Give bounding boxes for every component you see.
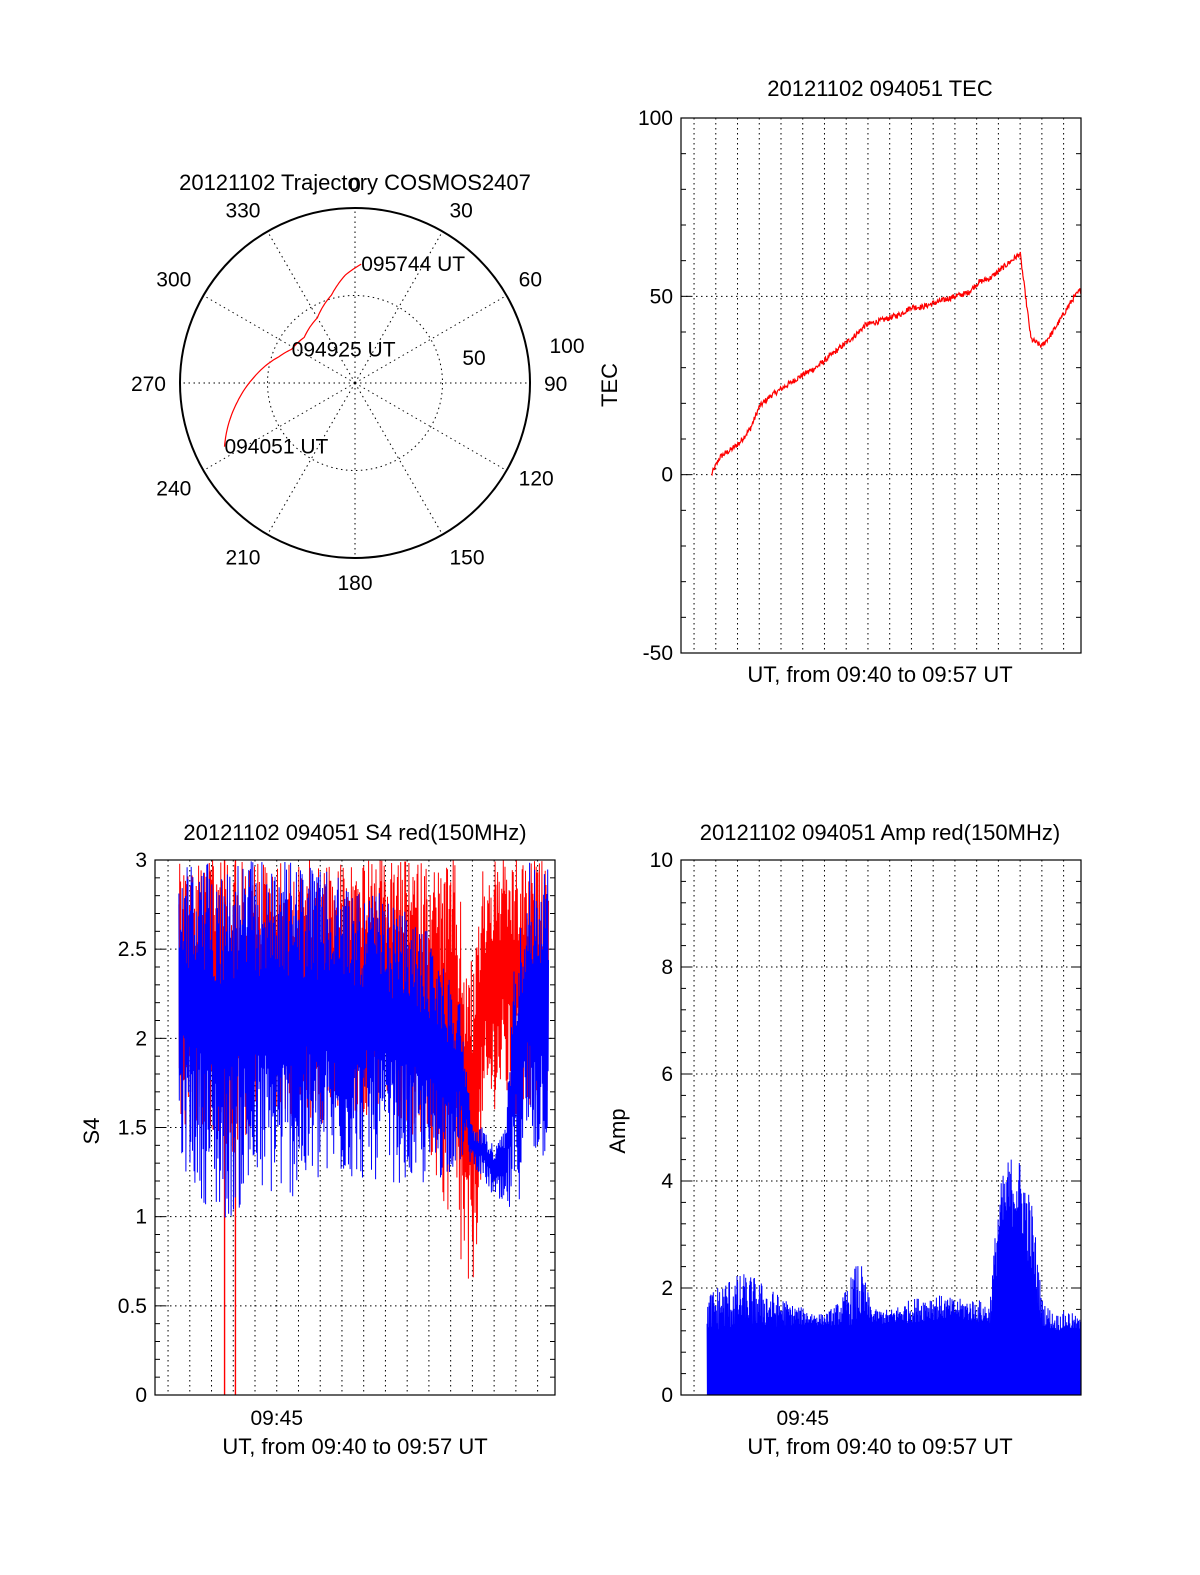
amp-panel: 20121102 094051 Amp red(150MHz) 02468100…: [605, 820, 1082, 1459]
x-tick-label: 09:45: [250, 1407, 303, 1430]
polar-angle-label: 90: [544, 373, 567, 396]
amp-series: [706, 1159, 1082, 1396]
amp-frame: [680, 859, 1082, 1396]
amp-x-axis-label: UT, from 09:40 to 09:57 UT: [747, 1434, 1012, 1459]
polar-angle-label: 30: [450, 199, 473, 222]
trajectory-polar-panel: 20121102 Trajectory COSMOS2407 0 30 60 90 12…: [131, 170, 585, 595]
s4-x-axis-label: UT, from 09:40 to 09:57 UT: [222, 1434, 487, 1459]
tec-line: [710, 251, 1082, 477]
tec-grid: [681, 117, 1081, 654]
polar-angle-label: 300: [156, 269, 191, 292]
polar-angle-labels: 0 30 60 90 120 150 180 210 240 270 300 330: [131, 174, 567, 595]
polar-spoke: [354, 231, 443, 384]
y-tick-label: 1.5: [118, 1117, 147, 1140]
amp-tick-labels: 0 2 4 6 8 10 09:45: [650, 849, 829, 1430]
amp-y-axis-label: Amp: [605, 1108, 630, 1153]
polar-angle-label: 0: [349, 174, 361, 197]
y-tick-label: 0: [661, 1384, 673, 1407]
y-tick-label: 0: [661, 464, 673, 487]
polar-angle-label: 210: [225, 547, 260, 570]
s4-blue-trace: [178, 861, 549, 1218]
polar-spoke: [267, 382, 356, 535]
y-tick-label: 1: [135, 1206, 147, 1229]
tec-panel: 20121102 094051 TEC -50 0 50 100 UT, from 0…: [597, 76, 1082, 687]
polar-angle-label: 180: [337, 572, 372, 595]
trajectory-title: 20121102 Trajectory COSMOS2407: [179, 170, 531, 195]
polar-angle-label: 330: [225, 199, 260, 222]
trajectory-annotations: 094051 UT 094925 UT 095744 UT: [224, 253, 465, 459]
satellite-track: [223, 263, 362, 447]
y-tick-label: 8: [661, 956, 673, 979]
polar-spoke: [354, 295, 507, 384]
polar-outer-circle: [179, 207, 531, 559]
y-tick-label: 100: [638, 107, 673, 130]
polar-spoke: [354, 382, 443, 535]
s4-panel: 20121102 094051 S4 red(150MHz) 0 0.5 1 1.5 2…: [79, 820, 556, 1459]
y-tick-label: 0.5: [118, 1295, 147, 1318]
trajectory-line: [223, 263, 362, 447]
tec-x-axis-label: UT, from 09:40 to 09:57 UT: [747, 662, 1012, 687]
s4-frame: [154, 859, 556, 1396]
tec-y-axis-label: TEC: [597, 363, 622, 407]
tec-y-tick-labels: -50 0 50 100: [638, 107, 673, 665]
y-tick-label: 10: [650, 849, 673, 872]
polar-radius-labels: 50 100: [462, 335, 584, 370]
radius-label-100: 100: [549, 335, 584, 358]
polar-angle-label: 270: [131, 373, 166, 396]
polar-angle-label: 60: [519, 269, 542, 292]
trajectory-time-label: 094925 UT: [292, 338, 396, 361]
polar-spoke: [203, 382, 356, 471]
trajectory-time-label: 094051 UT: [224, 436, 328, 459]
polar-angle-label: 120: [519, 468, 554, 491]
amp-title: 20121102 094051 Amp red(150MHz): [700, 820, 1060, 845]
y-tick-label: 2.5: [118, 938, 147, 961]
trajectory-time-label: 095744 UT: [361, 253, 465, 276]
polar-spoke: [354, 382, 507, 471]
tec-title: 20121102 094051 TEC: [767, 76, 993, 101]
polar-grid: [179, 207, 531, 559]
y-tick-label: 4: [661, 1170, 673, 1193]
polar-spoke: [203, 295, 356, 384]
y-tick-label: 0: [135, 1384, 147, 1407]
polar-spoke: [267, 231, 356, 384]
y-tick-label: 2: [135, 1027, 147, 1050]
y-tick-label: 3: [135, 849, 147, 872]
s4-series: [178, 860, 549, 1395]
tec-frame: [680, 117, 1082, 654]
s4-y-axis-label: S4: [79, 1118, 104, 1145]
y-tick-label: 2: [661, 1277, 673, 1300]
polar-angle-label: 240: [156, 478, 191, 501]
y-tick-label: -50: [643, 642, 673, 665]
amp-spike-trace: [706, 1159, 1082, 1396]
s4-title: 20121102 094051 S4 red(150MHz): [183, 820, 526, 845]
x-tick-label: 09:45: [776, 1407, 829, 1430]
s4-tick-labels: 0 0.5 1 1.5 2 2.5 3 09:45: [118, 849, 303, 1430]
radius-label-50: 50: [462, 347, 485, 370]
y-tick-label: 6: [661, 1063, 673, 1086]
polar-inner-circle: [267, 295, 443, 471]
y-tick-label: 50: [650, 285, 673, 308]
tec-series: [710, 251, 1082, 477]
polar-angle-label: 150: [450, 547, 485, 570]
